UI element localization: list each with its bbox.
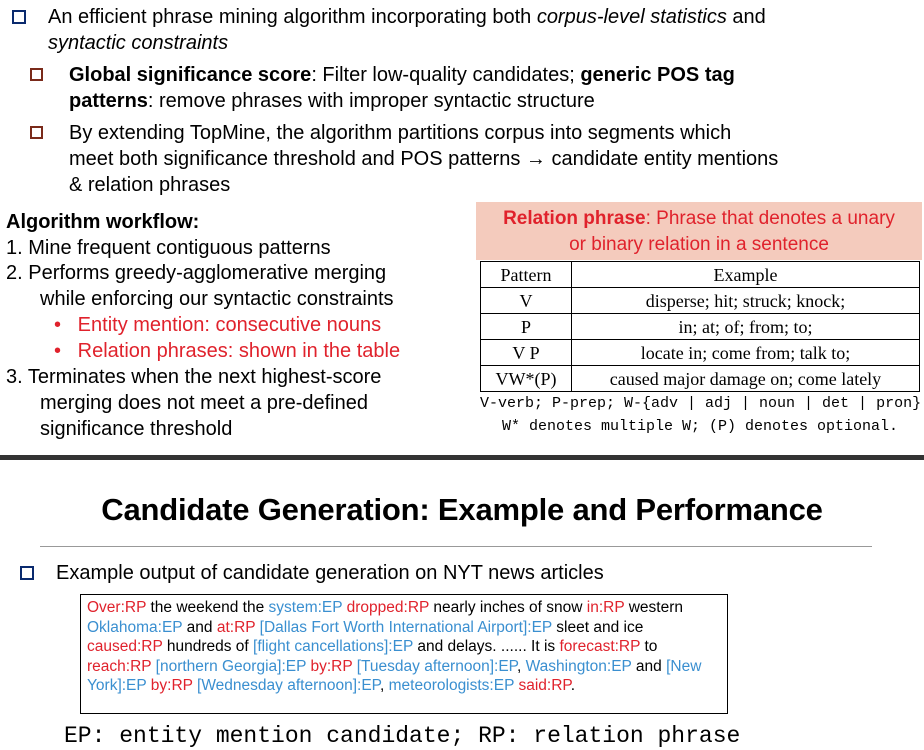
table-header-cell: Pattern bbox=[480, 261, 572, 288]
relation-phrase: reach:RP bbox=[87, 657, 152, 675]
text: : remove phrases with improper syntactic… bbox=[147, 90, 595, 112]
text: Entity mention: consecutive nouns bbox=[77, 314, 382, 336]
example-text: to bbox=[640, 638, 658, 656]
bold-text: Global significance score bbox=[69, 64, 312, 86]
table-row: P in; at; of; from; to; bbox=[480, 313, 920, 340]
workflow-step-3: 3. Terminates when the next highest-scor… bbox=[6, 366, 382, 388]
title-underline bbox=[40, 546, 872, 547]
relation-phrase: by:RP bbox=[150, 677, 193, 695]
example-text: and delays. ...... It is bbox=[413, 638, 560, 656]
relation-phrase: by:RP bbox=[310, 657, 353, 675]
entity-mention: [New York]:EP bbox=[87, 657, 702, 695]
sub-bullet-1-line1: Global significance score: Filter low-qu… bbox=[69, 62, 735, 88]
main-bullet-line1: An efficient phrase mining algorithm inc… bbox=[48, 4, 766, 30]
relation-phrase-box bbox=[476, 202, 922, 260]
table-row: VW*(P) caused major damage on; come late… bbox=[480, 365, 920, 392]
sub-bullet-1-line2: patterns: remove phrases with improper s… bbox=[69, 88, 595, 114]
workflow-title: Algorithm workflow: bbox=[6, 211, 200, 233]
table-cell: V P bbox=[480, 339, 572, 366]
entity-mention: [flight cancellations]:EP bbox=[253, 638, 414, 656]
example-text: western bbox=[624, 599, 683, 616]
table-cell: VW*(P) bbox=[480, 365, 572, 392]
emphasis: syntactic constraints bbox=[48, 32, 229, 54]
table-header-cell: Example bbox=[571, 261, 920, 288]
main-bullet-line2: syntactic constraints bbox=[48, 30, 228, 56]
entity-mention: system:EP bbox=[268, 599, 343, 616]
table-cell: P bbox=[480, 313, 572, 340]
example-bullet: Example output of candidate generation o… bbox=[56, 562, 604, 584]
slide-divider bbox=[0, 455, 924, 460]
entity-mention: [Tuesday afternoon]:EP bbox=[356, 657, 517, 675]
entity-mention: Washington:EP bbox=[525, 657, 632, 675]
example-text: sleet and ice bbox=[552, 618, 644, 636]
workflow-step-3-cont: merging does not meet a pre-defined bbox=[40, 392, 368, 414]
entity-mention: meteorologists:EP bbox=[388, 677, 515, 695]
relation-phrase: in:RP bbox=[586, 599, 625, 616]
table-cell: in; at; of; from; to; bbox=[571, 313, 920, 340]
relation-phrase: at:RP bbox=[216, 618, 256, 636]
table-cell: V bbox=[480, 287, 572, 314]
example-text: , bbox=[517, 657, 526, 675]
table-legend-line1: V-verb; P-prep; W-{adv | adj | noun | de… bbox=[480, 395, 922, 412]
workflow-step-2: 2. Performs greedy-agglomerative merging bbox=[6, 262, 387, 284]
relation-phrase-def-line1: Relation phrase: Phrase that denotes a u… bbox=[476, 206, 922, 231]
sub-bullet-square-icon bbox=[30, 126, 43, 139]
pattern-table: Pattern Example V disperse; hit; struck;… bbox=[480, 261, 920, 392]
example-text: and bbox=[182, 618, 217, 636]
bold-text: generic POS tag bbox=[580, 64, 735, 86]
text: : Filter low-quality candidates; bbox=[311, 64, 581, 86]
relation-phrase-def-line2: or binary relation in a sentence bbox=[569, 234, 829, 255]
entity-mention: Oklahoma:EP bbox=[87, 618, 183, 636]
entity-mention: [northern Georgia]:EP bbox=[155, 657, 307, 675]
example-text: the weekend the bbox=[146, 599, 269, 616]
text: : Phrase that denotes a unary bbox=[645, 208, 895, 229]
bold-text: Relation phrase bbox=[503, 208, 646, 229]
table-cell: disperse; hit; struck; knock; bbox=[571, 287, 920, 314]
example-text: . bbox=[570, 677, 576, 695]
sub-bullet-2-line1: By extending TopMine, the algorithm part… bbox=[69, 122, 732, 144]
bullet-square-icon bbox=[12, 10, 26, 24]
table-row: V P locate in; come from; talk to; bbox=[480, 339, 920, 366]
workflow-step-1: 1. Mine frequent contiguous patterns bbox=[6, 237, 331, 259]
bold-text: patterns bbox=[69, 90, 148, 112]
text: An efficient phrase mining algorithm inc… bbox=[48, 6, 537, 28]
example-output-box: Over:RP the weekend the system:EP droppe… bbox=[80, 594, 728, 714]
relation-phrase: dropped:RP bbox=[346, 599, 430, 616]
entity-mention: [Wednesday afternoon]:EP bbox=[197, 677, 381, 695]
sub-bullet-2-line3: & relation phrases bbox=[69, 174, 231, 196]
table-header-row: Pattern Example bbox=[480, 261, 920, 288]
text: and bbox=[726, 6, 766, 28]
relation-phrase: Over:RP bbox=[87, 599, 147, 616]
bullet-square-icon bbox=[20, 566, 34, 580]
workflow-step-3-cont2: significance threshold bbox=[40, 418, 233, 440]
sub-bullet-square-icon bbox=[30, 68, 43, 81]
relation-phrase: said:RP bbox=[518, 677, 571, 695]
example-text: hundreds of bbox=[162, 638, 254, 656]
workflow-step-2-cont: while enforcing our syntactic constraint… bbox=[40, 288, 394, 310]
table-legend-line2: W* denotes multiple W; (P) denotes optio… bbox=[501, 418, 899, 435]
sub-bullet-2-line2: meet both significance threshold and POS… bbox=[69, 148, 779, 170]
example-text: nearly inches of snow bbox=[429, 599, 587, 616]
table-cell: caused major damage on; come lately bbox=[571, 365, 920, 392]
entity-mention: [Dallas Fort Worth International Airport… bbox=[259, 618, 552, 636]
table-row: V disperse; hit; struck; knock; bbox=[480, 287, 920, 314]
workflow-bullet-relation: • Relation phrases: shown in the table bbox=[54, 340, 401, 362]
footer-legend: EP: entity mention candidate; RP: relati… bbox=[64, 723, 741, 749]
relation-phrase: forecast:RP bbox=[559, 638, 641, 656]
relation-phrase: caused:RP bbox=[87, 638, 163, 656]
example-text: and bbox=[631, 657, 667, 675]
slide-title: Candidate Generation: Example and Perfor… bbox=[101, 492, 823, 527]
text: Relation phrases: shown in the table bbox=[77, 340, 401, 362]
table-cell: locate in; come from; talk to; bbox=[571, 339, 920, 366]
example-text: , bbox=[380, 677, 389, 695]
workflow-bullet-entity: • Entity mention: consecutive nouns bbox=[54, 314, 382, 336]
emphasis: corpus-level statistics bbox=[536, 6, 727, 28]
